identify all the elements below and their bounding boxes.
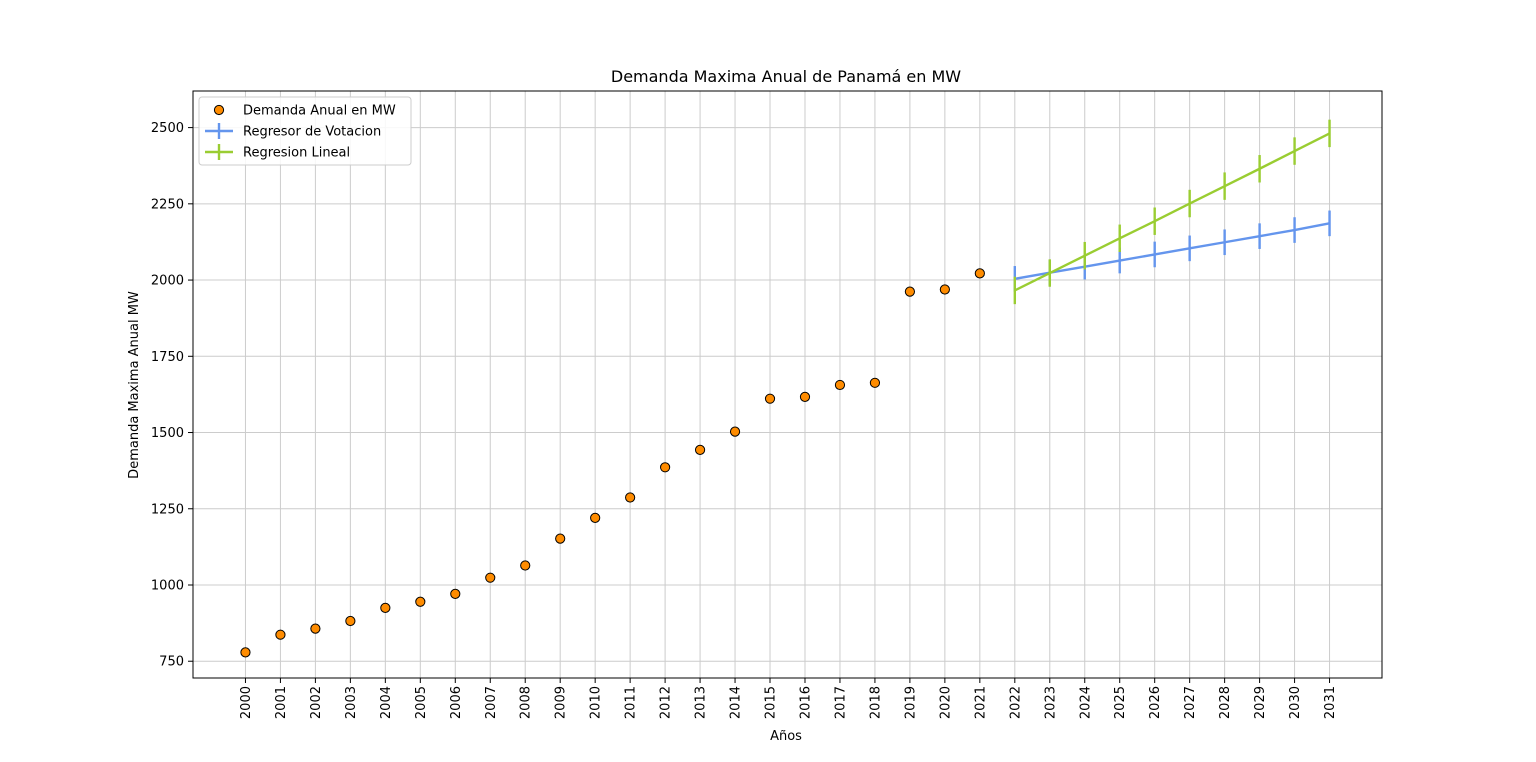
x-tick-label: 2025 [1113, 686, 1128, 719]
x-tick-label: 2004 [379, 686, 394, 719]
series-layer [240, 119, 1331, 658]
x-tick-label: 2014 [729, 686, 744, 719]
x-tick-label: 2026 [1148, 686, 1163, 719]
x-tick-label: 2003 [344, 686, 359, 719]
x-tick-label: 2005 [414, 686, 429, 719]
legend-box [198, 96, 412, 166]
data-point [275, 629, 286, 640]
y-tick-label: 2250 [151, 197, 184, 212]
y-tick-label: 1000 [151, 578, 184, 593]
data-point [345, 615, 356, 627]
y-tick-label: 2000 [151, 274, 184, 289]
series-line [1014, 132, 1331, 292]
data-point [660, 462, 671, 473]
x-tick-label: 2013 [694, 686, 709, 719]
x-tick-label: 2009 [554, 686, 569, 719]
data-point [729, 426, 741, 437]
x-tick-label: 2019 [903, 686, 918, 719]
x-tick-label: 2030 [1288, 686, 1303, 719]
x-tick-label: 2021 [973, 686, 988, 719]
data-point [904, 286, 915, 297]
data-point [869, 377, 881, 388]
data-point [625, 492, 636, 503]
plot-frame [192, 90, 1383, 679]
data-point [310, 623, 321, 634]
legend-label: Regresion Lineal [243, 146, 350, 161]
data-point [694, 444, 706, 456]
data-point [764, 393, 776, 404]
x-tick-label: 2023 [1043, 686, 1058, 719]
x-tick-label: 2024 [1078, 686, 1093, 719]
chart-title: Demanda Maxima Anual de Panamá en MW [611, 67, 961, 86]
legend-entries: Demanda Anual en MW Regresor de Votacion R… [205, 104, 396, 161]
x-tick-label: 2018 [868, 686, 883, 719]
y-tick-label: 2500 [151, 121, 184, 136]
series-line [1014, 222, 1330, 281]
series-0 [240, 268, 985, 658]
x-tick-label: 2001 [274, 686, 289, 719]
y-tick-label: 1750 [151, 350, 184, 365]
data-point [450, 588, 461, 599]
data-point [939, 284, 950, 295]
x-axis-label: Años [770, 729, 802, 744]
x-tick-label: 2010 [589, 686, 604, 719]
legend-marker [213, 104, 225, 116]
data-point [415, 596, 426, 607]
x-tick-label: 2016 [798, 686, 813, 719]
data-point [799, 391, 811, 402]
x-tick-label: 2002 [309, 686, 324, 719]
data-point [485, 572, 496, 583]
data-point [520, 560, 531, 571]
x-tick-label: 2020 [938, 686, 953, 719]
legend-label: Demanda Anual en MW [243, 104, 396, 119]
x-tick-label: 2006 [449, 686, 464, 719]
x-tick-label: 2011 [624, 686, 639, 719]
y-tick-label: 1500 [151, 426, 184, 441]
x-ticks: 2000 2001 2002 2003 2004 2005 2006 2007 2008 2009… [239, 678, 1338, 719]
legend-entry: Demanda Anual en MW [213, 104, 396, 119]
data-point [240, 647, 251, 658]
data-point [834, 379, 846, 391]
legend-label: Regresor de Votacion [243, 125, 381, 140]
data-point [974, 268, 985, 279]
x-tick-label: 2028 [1218, 686, 1233, 719]
x-tick-label: 2031 [1323, 686, 1338, 719]
y-ticks: 750 1000 1250 1500 1750 2000 2250 2500 [151, 121, 193, 670]
x-tick-label: 2029 [1253, 686, 1268, 719]
x-tick-label: 2022 [1008, 686, 1023, 719]
x-tick-label: 2012 [659, 686, 674, 719]
data-point [555, 533, 566, 544]
x-tick-label: 2008 [519, 686, 534, 719]
data-point [590, 512, 601, 524]
x-tick-label: 2000 [239, 686, 254, 719]
y-tick-label: 1250 [151, 502, 184, 517]
x-tick-label: 2007 [484, 686, 499, 719]
y-axis-label: Demanda Maxima Anual MW [127, 291, 142, 479]
x-tick-label: 2015 [764, 686, 779, 719]
legend-entry: Regresor de Votacion [205, 123, 381, 140]
data-point [380, 602, 391, 613]
series-2 [1013, 119, 1331, 305]
y-tick-label: 750 [159, 655, 184, 670]
legend: Demanda Anual en MW Regresor de Votacion R… [198, 96, 412, 166]
legend-entry: Regresion Lineal [205, 144, 350, 161]
x-tick-label: 2017 [833, 686, 848, 719]
x-tick-label: 2027 [1183, 686, 1198, 719]
